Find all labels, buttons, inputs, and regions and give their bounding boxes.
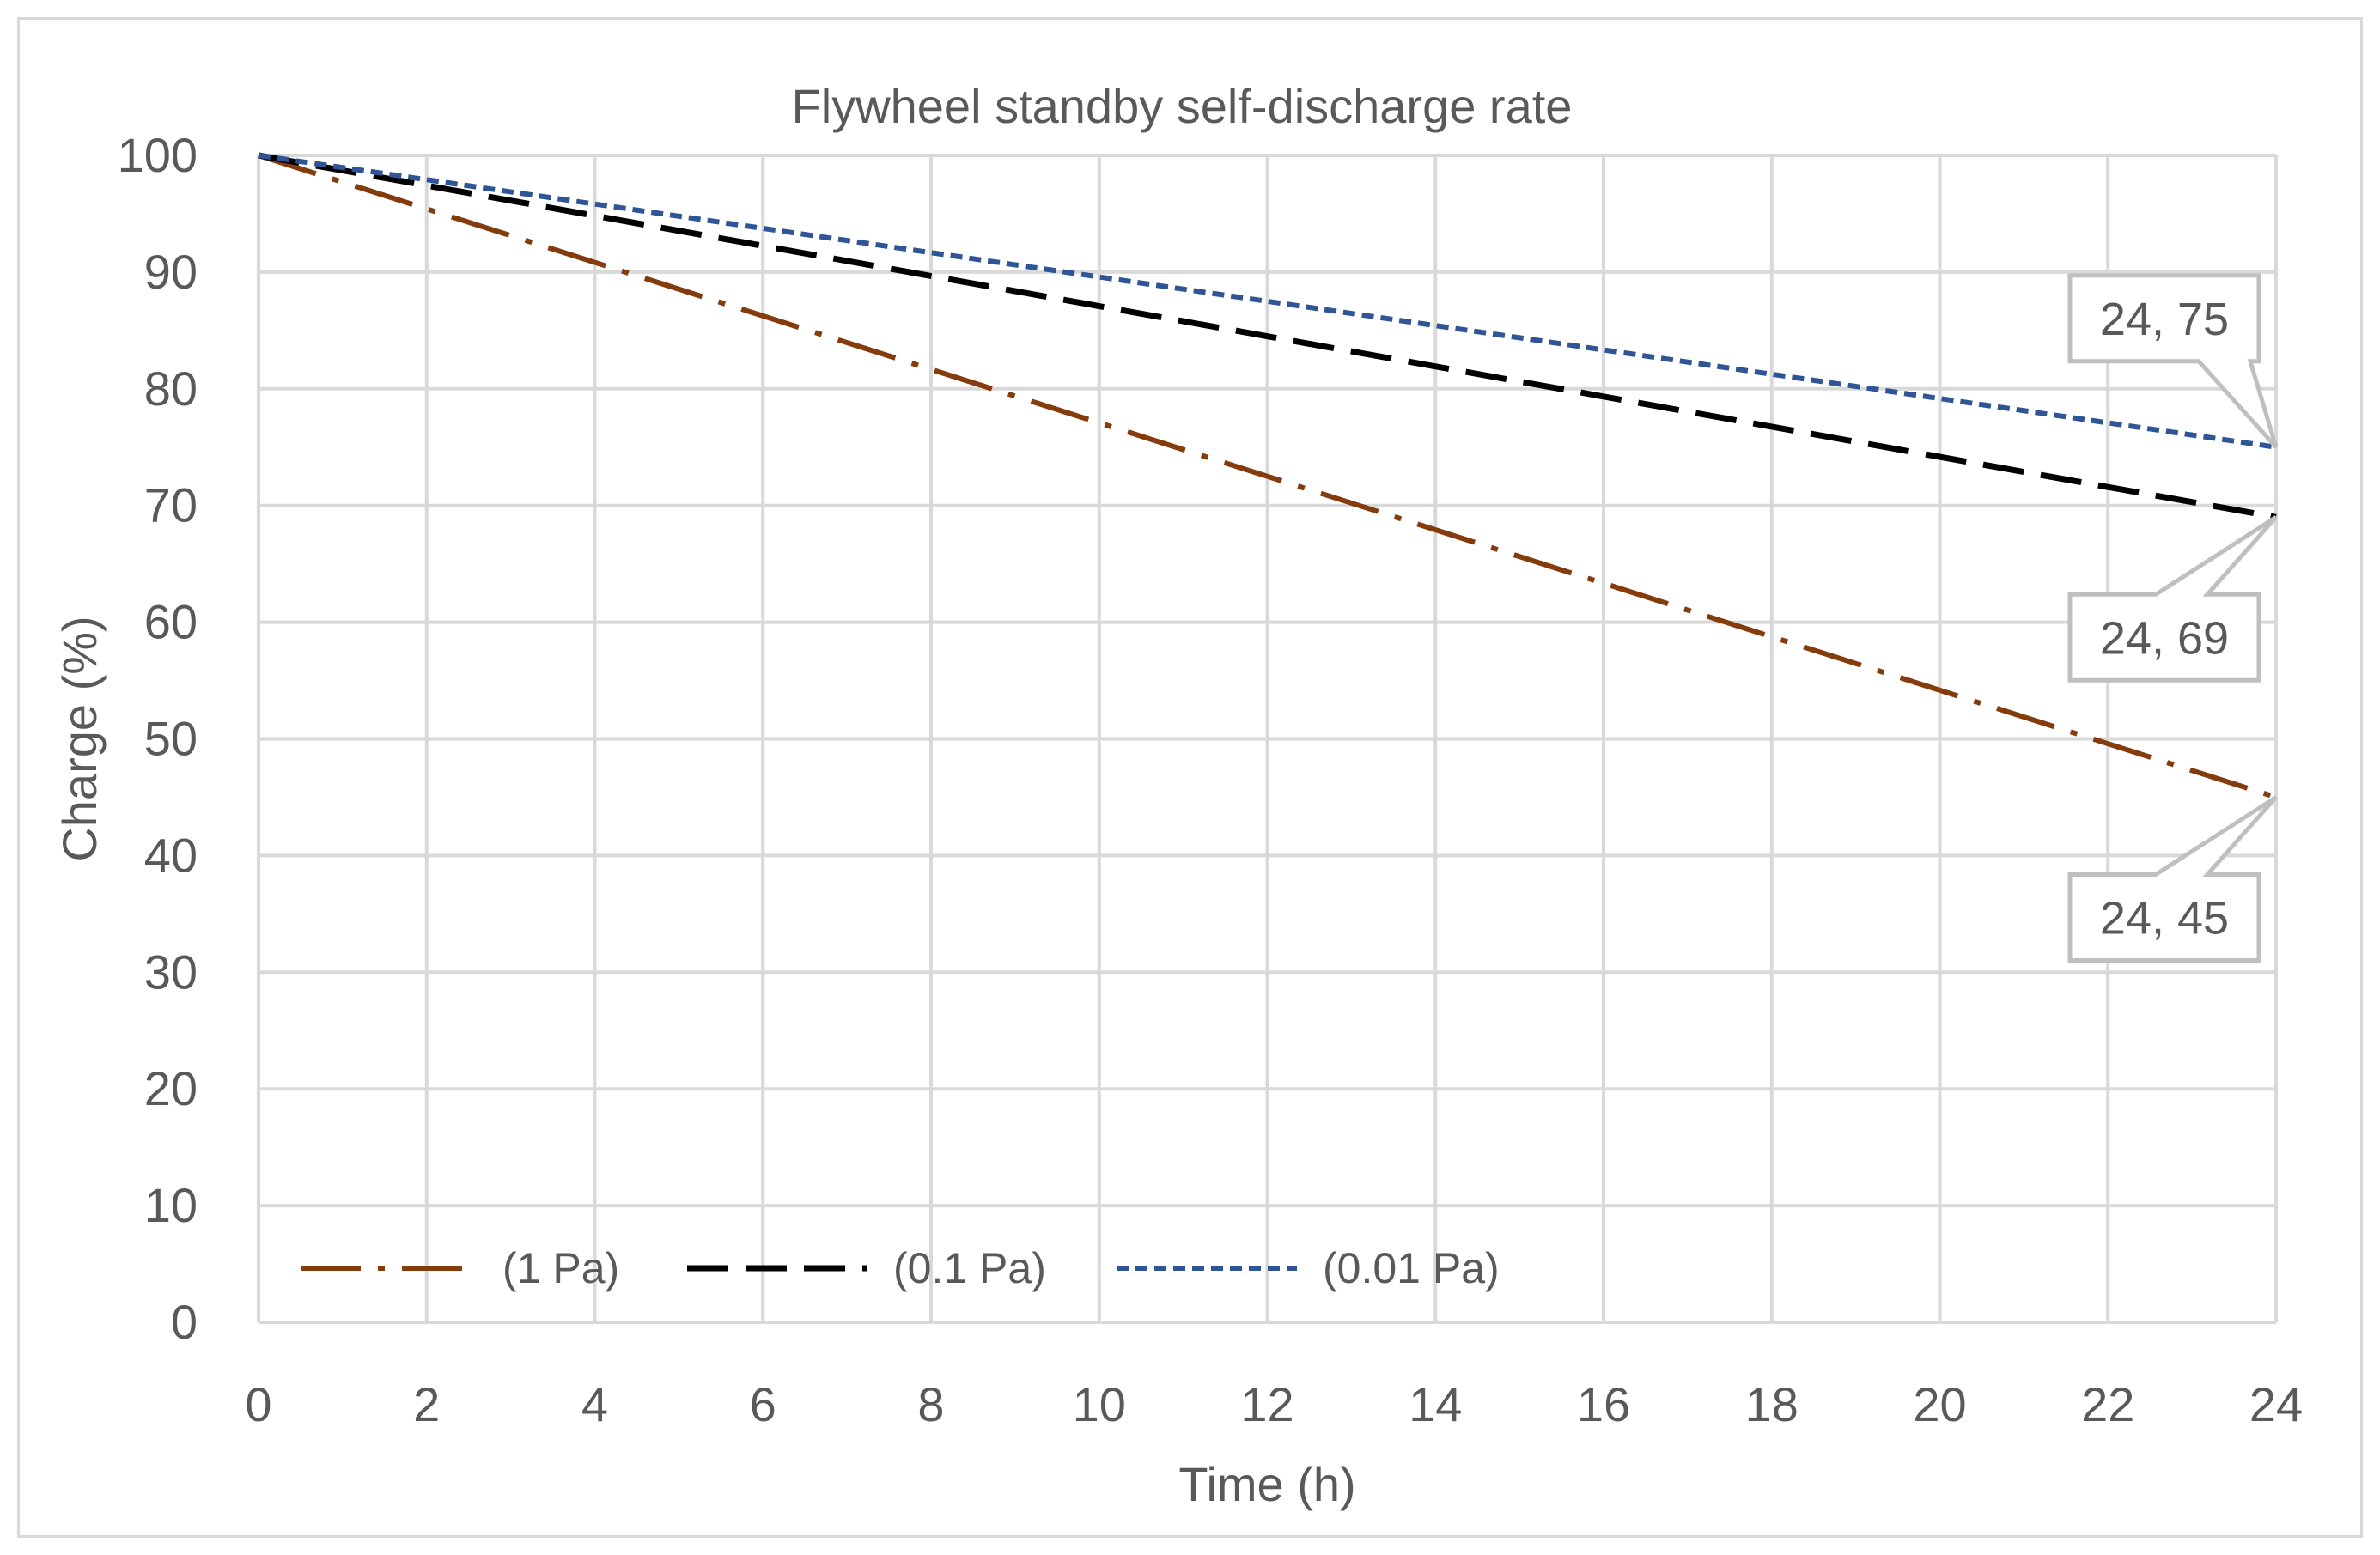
series-line-1 [258,152,2277,520]
legend-item-1: (0.1 Pa) [687,1244,1046,1292]
x-tick-label: 12 [1240,1377,1293,1431]
y-tick-label: 10 [144,1178,198,1232]
y-tick-label: 0 [171,1295,198,1349]
x-tick-label: 8 [917,1377,944,1431]
callout-box [2067,273,2279,449]
callout-1: 24, 69 [2067,515,2278,683]
y-tick-label: 30 [144,945,198,999]
data-callouts: 24, 75 24, 69 24, 45 [2067,273,2279,963]
series-lines [258,152,2277,800]
x-tick-label: 14 [1409,1377,1462,1431]
y-tick-label: 50 [144,712,198,766]
x-tick-label: 18 [1745,1377,1799,1431]
grid-lines [257,154,2278,1324]
callout-label: 24, 45 [2100,892,2229,944]
callout-2: 24, 45 [2067,795,2278,963]
y-tick-label: 20 [144,1061,198,1115]
legend-label: (0.1 Pa) [893,1244,1046,1292]
callout-label: 24, 75 [2100,294,2229,345]
x-tick-label: 0 [245,1377,271,1431]
x-tick-label: 4 [581,1377,608,1431]
y-axis-label: Charge (%) [52,616,107,861]
x-tick-label: 24 [2249,1377,2303,1431]
x-tick-label: 10 [1073,1377,1126,1431]
x-tick-label: 22 [2081,1377,2134,1431]
y-tick-label: 90 [144,245,198,299]
y-tick-label: 80 [144,361,198,416]
legend-label: (0.01 Pa) [1323,1244,1500,1292]
x-tick-label: 16 [1577,1377,1630,1431]
callout-box [2067,515,2278,683]
x-tick-label: 20 [1913,1377,1966,1431]
callout-box [2067,795,2278,963]
callout-0: 24, 75 [2067,273,2279,449]
y-tick-label: 40 [144,828,198,882]
chart-title: Flywheel standby self-discharge rate [792,79,1573,133]
legend: (1 Pa) (0.1 Pa) (0.01 Pa) [301,1244,1500,1292]
x-tick-label: 2 [413,1377,440,1431]
x-tick-label: 6 [750,1377,776,1431]
series-line-0 [258,153,2277,800]
y-tick-label: 70 [144,478,198,532]
callout-label: 24, 69 [2100,612,2229,664]
x-axis-label: Time (h) [1178,1457,1355,1511]
legend-item-0: (1 Pa) [301,1244,619,1292]
y-tick-label: 100 [118,128,198,182]
legend-item-2: (0.01 Pa) [1117,1244,1500,1292]
legend-label: (1 Pa) [502,1244,619,1292]
y-tick-label: 60 [144,595,198,649]
